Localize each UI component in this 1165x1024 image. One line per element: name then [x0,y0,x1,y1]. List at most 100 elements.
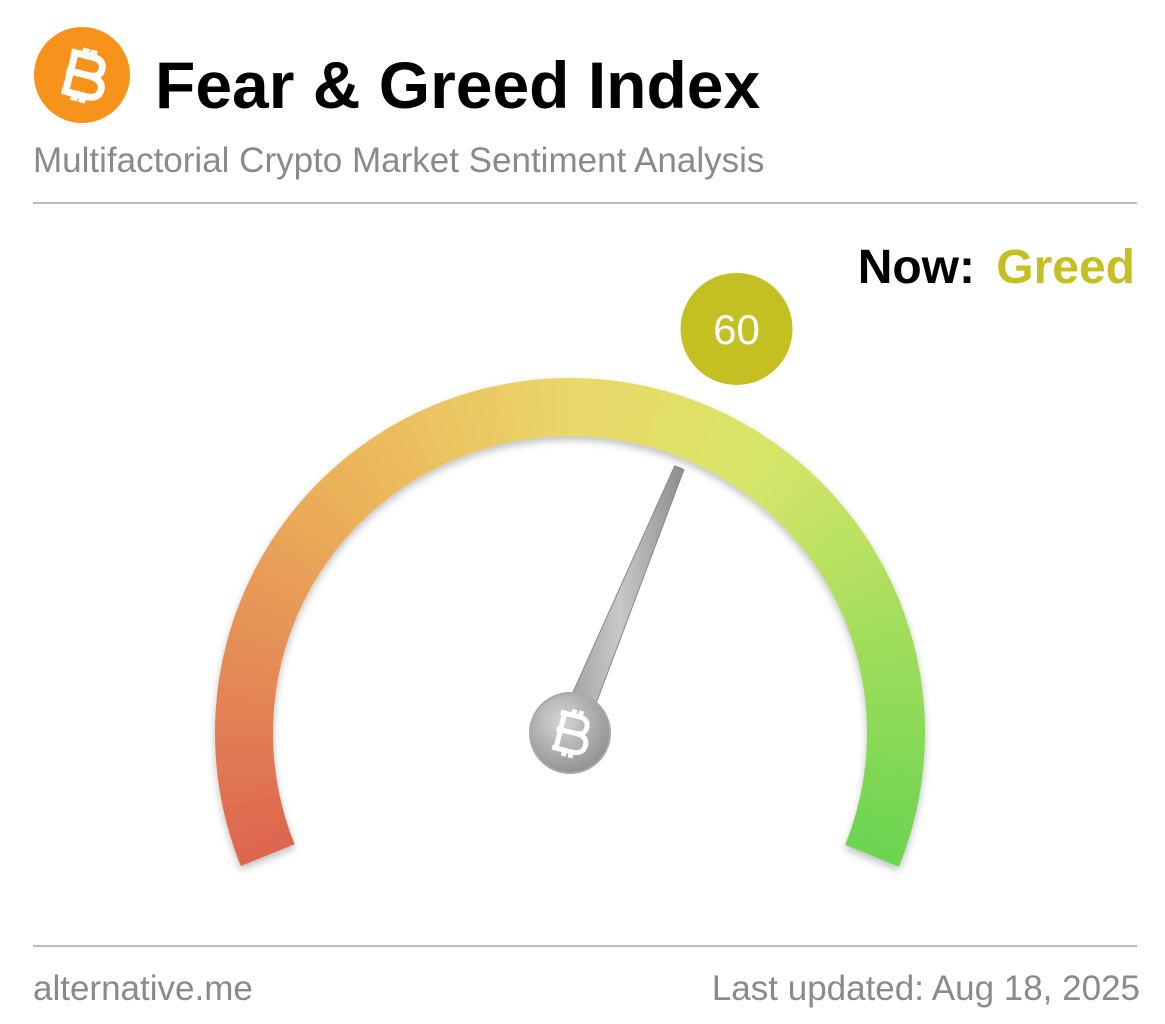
gauge-segment [420,404,458,464]
gauge-segment [280,515,336,562]
gauge-segment [354,441,401,497]
value-label: 60 [713,306,760,353]
hub-symbol [551,708,590,759]
subtitle: Multifactorial Crypto Market Sentiment A… [33,141,764,180]
gauge-segment [857,794,918,823]
gauge-segment [683,404,721,464]
gauge-segment [222,794,283,823]
gauge-segment [215,729,274,746]
gauge-segment [845,832,905,867]
gauge-segment [237,594,297,630]
gauge-segment [570,378,587,437]
gauge-segment [478,386,507,447]
gauge-segment [658,394,692,454]
gauge-segment [769,470,821,523]
gauge-segment [866,730,925,747]
gauge-segment [864,756,924,778]
gauge-segment [539,378,558,438]
gauge-segment [226,806,287,837]
gauge-segment [367,432,412,490]
gauge-segment [342,450,391,505]
gauge-segment [249,566,308,607]
gauge-segment [671,399,706,459]
gauge-segment [860,782,921,808]
gauge-segment [621,383,648,444]
now-label: Now: [858,241,975,294]
gauge-segment [216,683,276,706]
gauge-segment [230,819,291,852]
gauge-segment [728,433,774,490]
gauge-segment [232,609,292,643]
gauge-segment [215,743,274,762]
classification: Greed [996,241,1135,294]
gauge-segment [859,654,920,681]
gauge-segment [838,581,898,619]
gauge-segment [849,819,910,853]
gauge-segment [866,743,925,763]
gauge-segment [694,410,734,470]
gauge-segment [852,624,913,656]
gauge-segment [263,540,321,584]
gauge-segment [406,410,446,470]
gauge-segment [271,527,328,573]
gauge-segment [862,769,923,793]
gauge-segment [393,417,434,476]
last-updated: Last updated: Aug 18, 2025 [712,969,1140,1008]
gauge-segment [760,460,810,514]
gauge-segment [582,378,602,438]
gauge-segment [493,383,520,443]
gauge-segment [646,389,678,450]
gauge-segment [853,807,914,838]
gauge-segment [219,781,280,808]
needle-group: 60 [529,272,793,774]
gauge-segment [717,425,761,483]
gauge-segment [812,528,869,573]
gauge-segment [255,553,314,595]
gauge-segment [289,503,344,552]
gauge-segment [608,381,633,441]
gauge-arc [215,378,925,867]
gauge-segment [220,653,281,680]
gauge-segment [856,639,917,668]
gauge-segment [779,481,832,533]
gauge-segment [832,567,892,607]
gauge-segment [223,638,284,667]
gauge-segment [796,503,852,552]
gauge-segment [788,492,842,542]
gauge-segment [523,379,545,439]
gauge-segment [215,714,274,731]
gauge-segment [434,398,470,459]
gauge-segment [242,580,302,618]
gauge-segment [319,469,371,523]
source: alternative.me [33,969,253,1008]
gauge-segment [218,668,278,693]
gauge-segment [634,386,663,447]
gauge-segment [554,378,571,437]
gauge-segment [449,394,482,454]
gauge-segment [235,831,295,866]
gauge-segment [739,441,786,498]
gauge-segment [706,417,748,476]
gauge-segment [227,623,288,655]
gauge-segment [843,595,904,631]
title: Fear & Greed Index [155,48,761,122]
gauge-segment [216,756,276,777]
logo-symbol [60,47,106,104]
gauge-segment [331,459,381,514]
gauge-segment [750,450,798,506]
gauge-segment [819,540,877,584]
gauge-segment [380,424,423,483]
gauge-segment [826,554,885,596]
gauge-segment [309,480,362,532]
gauge-segment [848,609,909,643]
value-bubble [680,272,793,385]
gauge-segment [866,715,925,732]
logo [34,27,130,123]
gauge-segment [463,389,495,450]
gauge-segment [864,684,924,706]
gauge-segment [595,379,617,439]
gauge-segment [298,491,353,542]
gauge-segment [804,515,861,563]
gauge-segment [865,699,925,719]
